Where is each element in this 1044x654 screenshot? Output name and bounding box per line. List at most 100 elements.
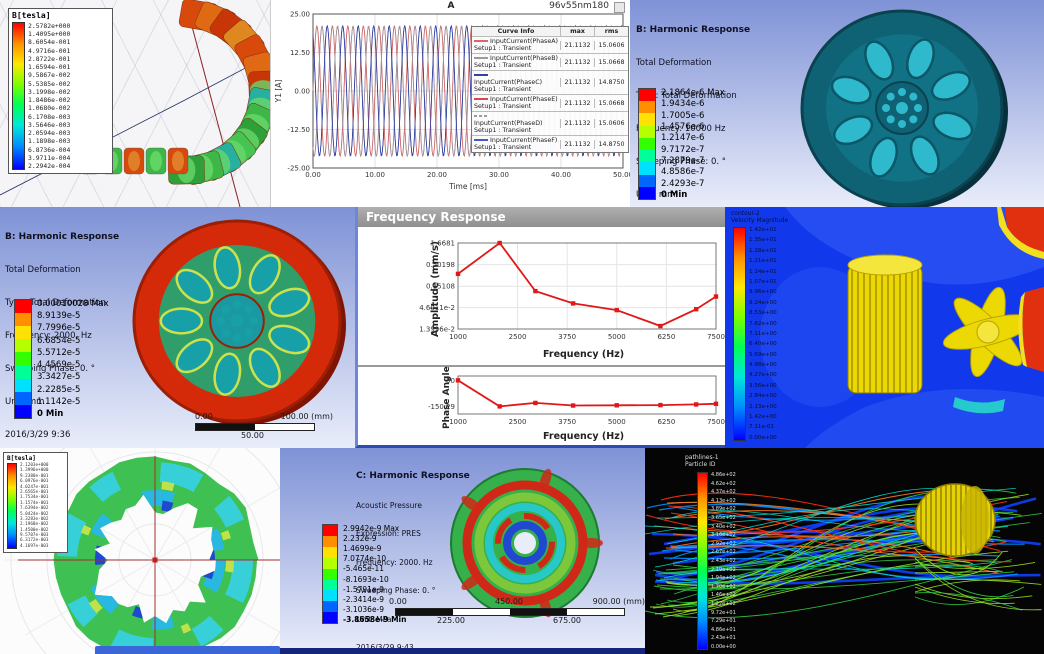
window-frequency-response: Frequency Response 1.6681 0.50198 0.15108 4… bbox=[355, 207, 725, 448]
svg-text:0.00: 0.00 bbox=[305, 171, 321, 179]
colorbar-value: 1.4500e-002 bbox=[20, 527, 49, 533]
svg-text:7500: 7500 bbox=[707, 333, 725, 341]
colorbar-value: 6.0976e-001 bbox=[20, 479, 49, 485]
colorbar-value: 0.00010028 Max bbox=[37, 299, 109, 309]
colorbar-labels: 4.86e+02 4.62e+02 4.37e+02 4.13e+02 3.89e+02… bbox=[711, 472, 736, 650]
colorbar-value: 0 Min bbox=[37, 408, 64, 419]
colorbar-value: 9.5867e-002 bbox=[28, 71, 71, 80]
colorbar-value: 4.4569e-5 bbox=[37, 360, 81, 371]
colorbar-value: 6.40e+00 bbox=[749, 341, 777, 348]
colorbar: 2.5782e+000 1.4095e+000 8.6054e-001 4.9716e… bbox=[12, 22, 108, 170]
colorbar-value: 1.42e+00 bbox=[749, 414, 777, 421]
ruler-right-label: 900.00 (mm) bbox=[592, 597, 645, 606]
colorbar-value: 2.6565e-001 bbox=[20, 489, 49, 495]
curve-max: 21.1132 bbox=[560, 119, 594, 128]
colorbar-value: 1.4699e-9 bbox=[343, 544, 382, 554]
panel-coil-field: B[tesla] 2.5782e+000 1.4095e+000 8.6054e-0… bbox=[0, 0, 270, 207]
colorbar-value: 5.5712e-5 bbox=[37, 347, 81, 358]
curve-name: InputCurrent(PhaseC) bbox=[474, 79, 543, 86]
colorbar-band bbox=[639, 125, 655, 138]
pathlines-legend-title: pathlines-1 Particle ID bbox=[685, 454, 719, 468]
colorbar-band bbox=[639, 137, 655, 151]
colorbar-value: 3.65e+02 bbox=[711, 514, 736, 521]
colorbar-value: 3.1998e-002 bbox=[28, 87, 71, 96]
curve-rms: 14.8750 bbox=[594, 78, 628, 87]
ruler-left-label: 0.00 bbox=[195, 412, 213, 421]
colorbar-band bbox=[639, 186, 655, 199]
colorbar-value: 4.86e+01 bbox=[711, 626, 736, 633]
colorbar-value: 5.5385e-002 bbox=[28, 79, 71, 88]
curve-info-table: Curve Info max rms InputCurrent(PhaseA) S… bbox=[471, 26, 629, 153]
amplitude-chart: 1.6681 0.50198 0.15108 4.6011e-2 1.3996e-210… bbox=[419, 240, 725, 342]
colorbar-band bbox=[323, 590, 337, 602]
pressure-colorbar: 2.9942e-9 Max 2.232e-9 1.4699e-9 7.0774e-10… bbox=[322, 524, 406, 624]
colorbar-value: 7.11e+00 bbox=[749, 330, 777, 337]
svg-text:20.00: 20.00 bbox=[427, 171, 447, 179]
colorbar-band bbox=[15, 313, 31, 327]
svg-text:0.15108: 0.15108 bbox=[426, 283, 455, 291]
colorbar-band bbox=[15, 404, 31, 418]
colorbar-value: 7.2879e-7 bbox=[661, 155, 705, 166]
colorbar-band bbox=[15, 300, 31, 314]
colorbar-band bbox=[323, 535, 337, 547]
colorbar-labels: 2.5782e+000 1.4095e+000 8.6054e-001 4.9716e… bbox=[28, 22, 70, 170]
colorbar-value: 4.62e+02 bbox=[711, 480, 736, 487]
colorbar-value: 1.21e+01 bbox=[749, 258, 777, 265]
svg-text:12.50: 12.50 bbox=[290, 49, 310, 57]
colorbar-value: 1.4095e+000 bbox=[28, 30, 71, 39]
colorbar-gradient bbox=[12, 22, 25, 170]
colorbar-value: 9.72e+01 bbox=[711, 609, 736, 616]
panel-harmonic-red-wheel: B: Harmonic Response Total Deformation T… bbox=[0, 207, 357, 448]
ruler-bar bbox=[395, 608, 625, 616]
svg-text:-150.29: -150.29 bbox=[428, 403, 455, 411]
curve-max: 21.1132 bbox=[560, 98, 594, 108]
colorbar-value: 2.9942e-9 Max bbox=[343, 524, 400, 533]
curve-setup: Setup1 : Transient bbox=[474, 62, 532, 69]
svg-text:6250: 6250 bbox=[657, 418, 675, 426]
colorbar-value: -1.5791e-9 bbox=[343, 584, 385, 594]
colorbar: 2.1203e+000 1.3996e+000 9.2380e-001 6.0976e… bbox=[7, 463, 63, 549]
colorbar-value: 9.2380e-001 bbox=[20, 473, 49, 479]
colorbar-value: 5.0424e-002 bbox=[20, 511, 49, 517]
ring-field-graphic bbox=[5, 448, 280, 654]
colorbar-value: 7.11e-01 bbox=[749, 424, 775, 431]
curve-rms: 15.0668 bbox=[594, 98, 628, 108]
curve-swatch bbox=[474, 115, 488, 117]
acoustic-disc-graphic bbox=[450, 468, 603, 618]
colorbar-value: 2.92e+02 bbox=[711, 540, 736, 547]
svg-text:1.6681: 1.6681 bbox=[431, 240, 456, 248]
deformation-colorbar: 2.1864e-6 Max 1.9434e-6 1.7005e-6 1.4576e-6… bbox=[638, 88, 725, 200]
red-wheel-graphic bbox=[132, 219, 346, 425]
svg-text:-25.00: -25.00 bbox=[287, 165, 310, 173]
curve-info-rows: InputCurrent(PhaseA) Setup1 : Transient 2… bbox=[472, 36, 628, 152]
colorbar-band bbox=[323, 579, 337, 591]
panel-controls-icon[interactable] bbox=[614, 2, 625, 13]
colorbar-value: 3.5646e-003 bbox=[28, 120, 71, 129]
colorbar-bands bbox=[14, 299, 32, 419]
scale-ruler: 0.00 100.00 (mm) 50.00 bbox=[195, 412, 333, 440]
colorbar-bands bbox=[322, 524, 338, 624]
colorbar-band bbox=[639, 162, 655, 175]
colorbar-bands bbox=[638, 88, 656, 200]
curve-rms: 15.0606 bbox=[594, 40, 628, 50]
svg-text:50.00: 50.00 bbox=[613, 171, 631, 179]
colorbar-value: -3.8658e-9 Min bbox=[343, 614, 407, 624]
colorbar-value: 1.6594e-001 bbox=[28, 63, 71, 72]
colorbar-value: 4.27e+00 bbox=[749, 372, 777, 379]
svg-text:90: 90 bbox=[446, 377, 455, 385]
svg-text:1000: 1000 bbox=[449, 418, 467, 426]
colorbar-value: 1.14e+01 bbox=[749, 268, 777, 275]
colorbar-value: 1.1574e-001 bbox=[20, 500, 49, 506]
curve-info-row: InputCurrent(PhaseD) Setup1 : Transient 2… bbox=[472, 111, 628, 135]
colorbar-value: 7.7996e-5 bbox=[37, 323, 81, 334]
particle-colorbar: 4.86e+02 4.62e+02 4.37e+02 4.13e+02 3.89e+02… bbox=[697, 472, 736, 650]
svg-text:3750: 3750 bbox=[558, 418, 576, 426]
window-titlebar[interactable]: Frequency Response bbox=[358, 207, 725, 227]
colorbar-value: 7.6394e-002 bbox=[20, 506, 49, 512]
curve-setup: Setup1 : Transient bbox=[474, 144, 532, 151]
curve-swatch bbox=[474, 57, 488, 59]
colorbar-value: 6.1708e-003 bbox=[28, 112, 71, 121]
colorbar-value: 1.07e+01 bbox=[749, 278, 777, 285]
colorbar-value: 2.4293e-7 bbox=[661, 178, 705, 189]
